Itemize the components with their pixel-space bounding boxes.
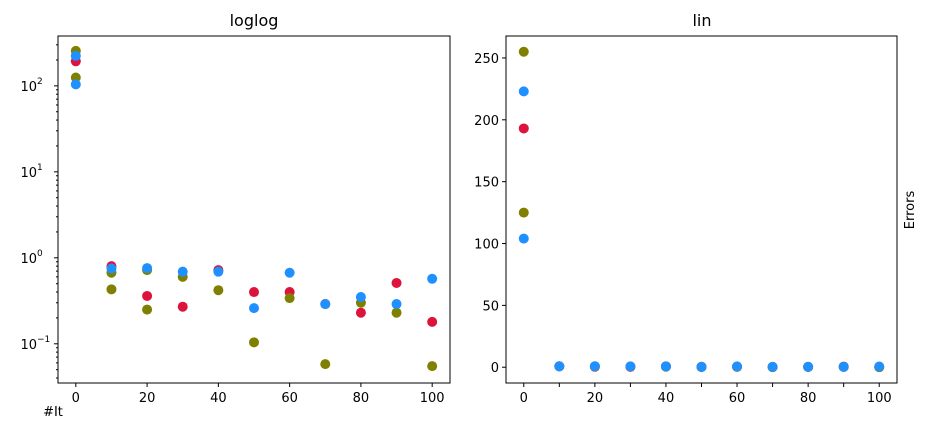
y-tick-label: 150 [474, 176, 499, 191]
scatter-point [696, 361, 707, 372]
x-ticks-loglog: 0 20 40 60 80 100 [72, 383, 445, 406]
y-tick-label: 250 [474, 52, 499, 67]
y-tick-label: 10 [20, 338, 37, 353]
points-loglog [70, 45, 438, 372]
y-ticks-lin: 0 50 100 150 200 250 [474, 52, 506, 376]
panel-title-lin: lin [692, 11, 711, 30]
scatter-point [320, 359, 331, 370]
scatter-point [213, 266, 224, 277]
scatter-point [732, 361, 743, 372]
scatter-point [355, 292, 366, 303]
plot-frame-lin [505, 35, 898, 384]
panel-lin: lin Errors 0 20 40 60 80 100 0 50 100 150 200 250 [474, 11, 918, 406]
x-tick-label: 100 [420, 391, 445, 406]
y-tick-label: 10 [20, 80, 37, 95]
scatter-point [70, 72, 81, 83]
scatter-point [838, 361, 849, 372]
scatter-point [554, 361, 565, 372]
scatter-point [249, 287, 259, 298]
scatter-point [391, 277, 402, 288]
scatter-point [391, 307, 402, 318]
x-tick-label: 20 [139, 391, 156, 406]
y-tick-label: 50 [482, 299, 499, 314]
scatter-point [518, 207, 529, 218]
x-tick-label: 0 [520, 391, 528, 406]
x-tick-label: 100 [867, 391, 892, 406]
scatter-point [803, 361, 814, 372]
y-tick-exponent: 0 [37, 249, 43, 259]
x-tick-label: 60 [281, 391, 298, 406]
scatter-point [142, 290, 153, 301]
scatter-point [660, 361, 671, 372]
scatter-point [142, 304, 153, 315]
y-tick-exponent: 2 [37, 77, 43, 87]
scatter-point [70, 50, 81, 61]
scatter-point [589, 361, 600, 372]
scatter-point [767, 361, 778, 372]
x-tick-label: 40 [210, 391, 227, 406]
y-tick-label: 100 [474, 238, 499, 253]
scatter-point [177, 266, 188, 277]
points-lin [518, 46, 885, 373]
scatter-point [70, 79, 81, 90]
scatter-point [391, 299, 402, 310]
y-tick-label: 200 [474, 114, 499, 129]
x-tick-label: 80 [800, 391, 817, 406]
x-axis-label-loglog: #It [43, 405, 63, 420]
y-tick-label: 0 [491, 361, 499, 376]
x-ticks-lin: 0 20 40 60 80 100 [520, 383, 892, 406]
scatter-point [625, 361, 636, 372]
scatter-point [355, 307, 366, 318]
y-tick-exponent: 1 [37, 163, 43, 173]
y-tick-label: 10 [20, 166, 37, 181]
scatter-point [142, 263, 153, 274]
scatter-point [284, 293, 295, 304]
y-tick-label: 10 [20, 252, 37, 267]
scatter-point [427, 273, 438, 284]
scatter-point [518, 233, 529, 244]
x-tick-label: 20 [587, 391, 604, 406]
scatter-point [427, 316, 438, 327]
plot-frame-loglog [57, 35, 451, 384]
scatter-point [284, 267, 295, 278]
scatter-point [518, 46, 529, 57]
scatter-point [177, 301, 188, 312]
x-tick-label: 60 [729, 391, 746, 406]
x-tick-label: 0 [72, 391, 80, 406]
panel-title-loglog: loglog [230, 11, 279, 30]
scatter-point [249, 337, 259, 348]
scatter-point [518, 123, 529, 134]
scatter-point [518, 86, 529, 97]
scatter-point [106, 284, 117, 295]
y-axis-label-lin: Errors [903, 191, 918, 230]
scatter-point [249, 303, 259, 314]
x-tick-label: 80 [353, 391, 370, 406]
scatter-point [874, 361, 885, 372]
x-tick-label: 40 [658, 391, 675, 406]
scatter-point [427, 361, 438, 372]
scatter-point [213, 285, 224, 296]
scatter-point [320, 299, 331, 310]
scatter-point [106, 263, 117, 274]
y-tick-exponent: −1 [37, 335, 50, 345]
